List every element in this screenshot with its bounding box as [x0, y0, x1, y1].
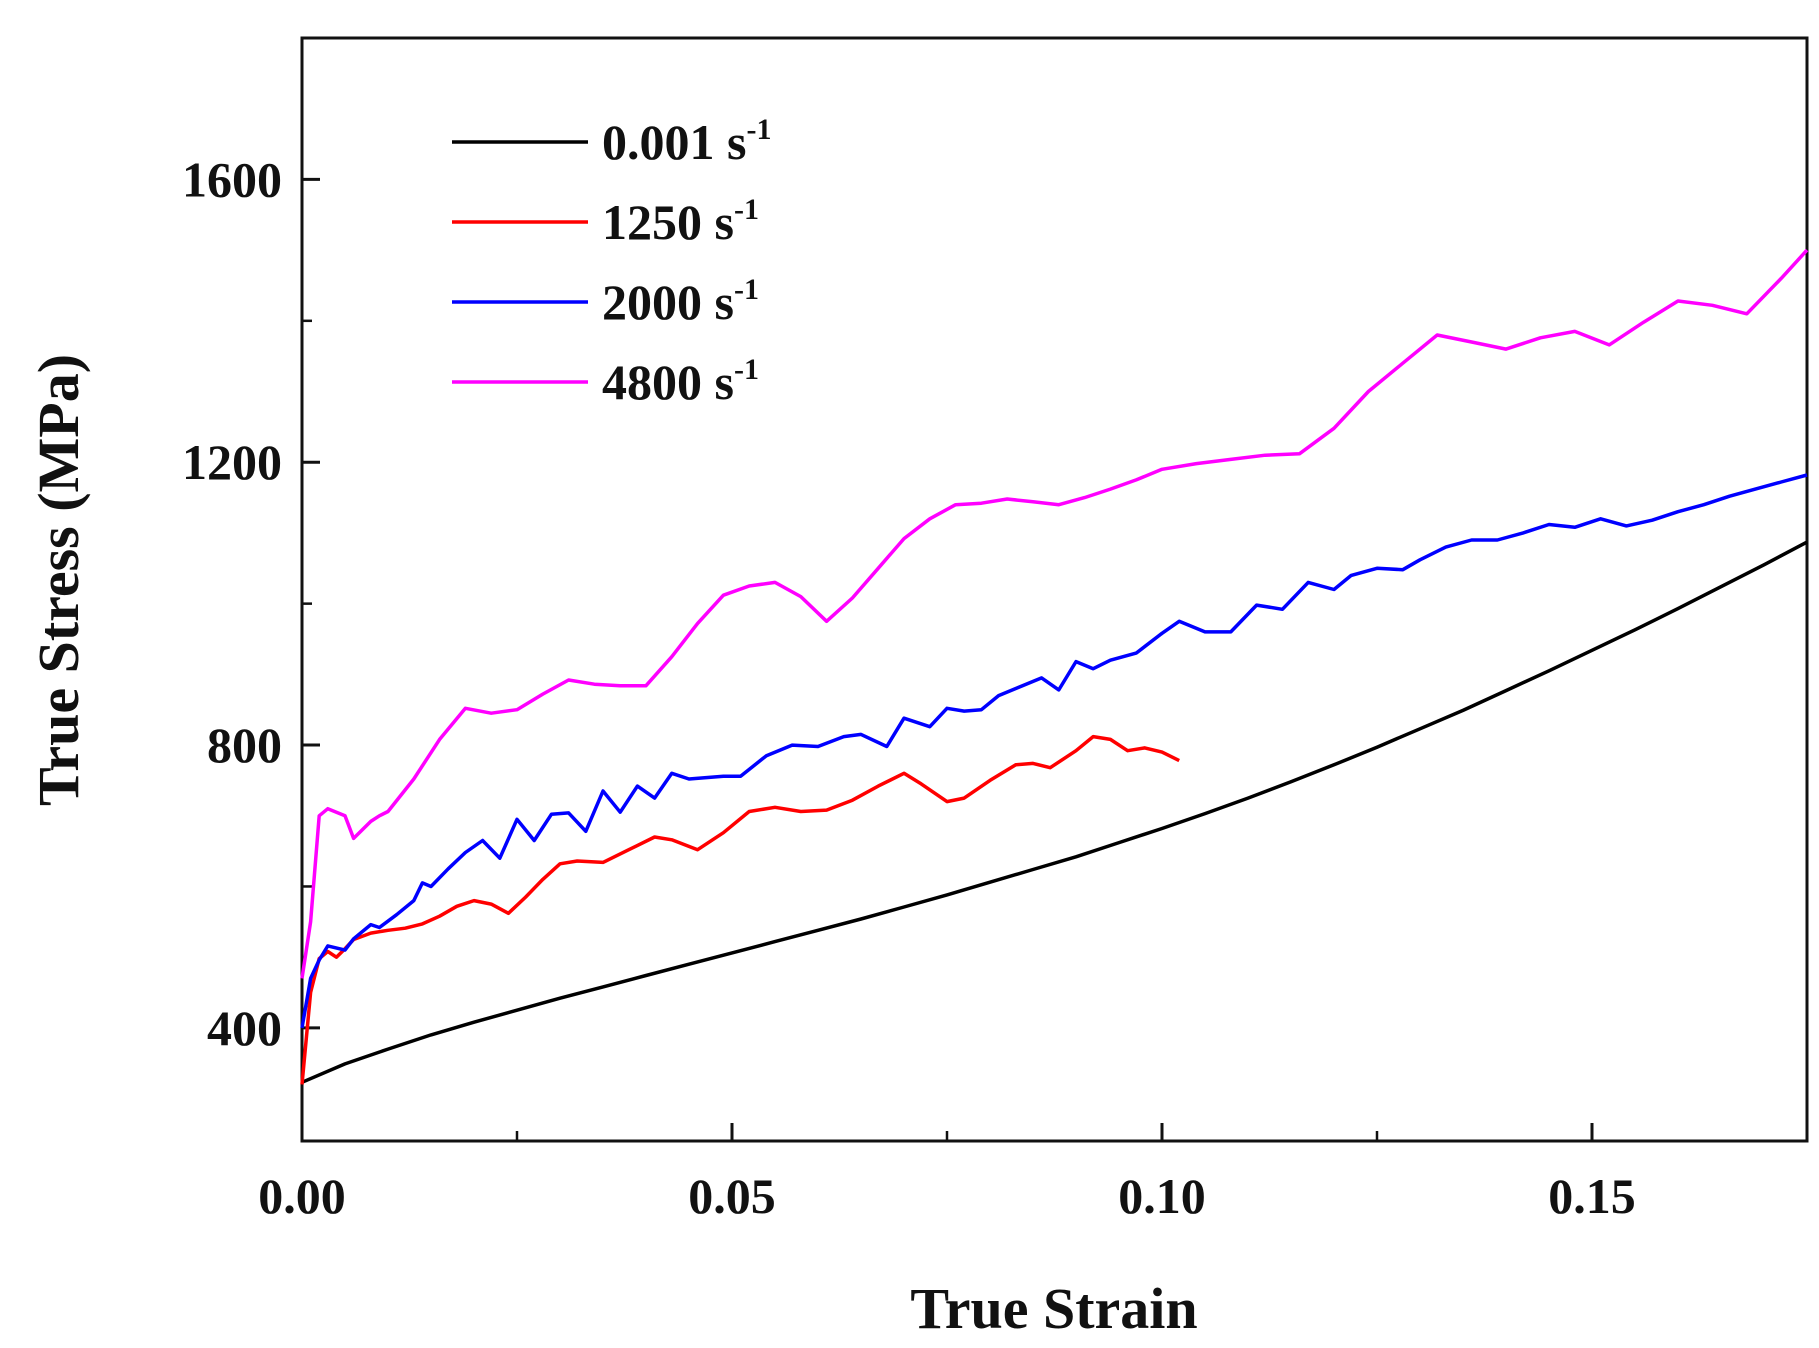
- x-tick-label: 0.10: [1118, 1168, 1206, 1224]
- plot-area-frame: [300, 36, 1809, 1143]
- y-axis: 400 800 1200 1600: [182, 151, 320, 1056]
- legend-label-text: 1250 s: [602, 194, 734, 250]
- legend-label-1: 1250 s-1: [602, 193, 759, 250]
- x-tick-label: 0.00: [258, 1168, 346, 1224]
- x-tick-label: 0.15: [1548, 1168, 1636, 1224]
- legend-label-text: 4800 s: [602, 354, 734, 410]
- y-axis-title: True Stress (MPa): [26, 354, 91, 806]
- legend-label-2: 2000 s-1: [602, 273, 759, 330]
- x-axis: 0.00 0.05 0.10 0.15: [258, 1123, 1636, 1224]
- legend-label-text: 2000 s: [602, 274, 734, 330]
- x-axis-title: True Strain: [910, 1276, 1197, 1341]
- series-line-2: [300, 473, 1808, 1029]
- legend-label-0: 0.001 s-1: [602, 113, 771, 170]
- x-tick-label: 0.05: [688, 1168, 776, 1224]
- legend-label-superscript: -1: [734, 273, 759, 306]
- legend-label-3: 4800 s-1: [602, 353, 759, 410]
- series-line-1: [300, 734, 1180, 1085]
- y-tick-label: 1200: [182, 434, 282, 490]
- y-tick-label: 800: [207, 717, 282, 773]
- legend-label-superscript: -1: [734, 193, 759, 226]
- series-line-3: [300, 248, 1809, 979]
- y-tick-label: 400: [207, 1000, 282, 1056]
- legend-label-superscript: -1: [734, 353, 759, 386]
- legend-label-text: 0.001 s: [602, 114, 746, 170]
- y-tick-label: 1600: [182, 151, 282, 207]
- legend-label-superscript: -1: [746, 113, 771, 146]
- series-line-0: [301, 540, 1808, 1084]
- series-layer: [300, 248, 1809, 1085]
